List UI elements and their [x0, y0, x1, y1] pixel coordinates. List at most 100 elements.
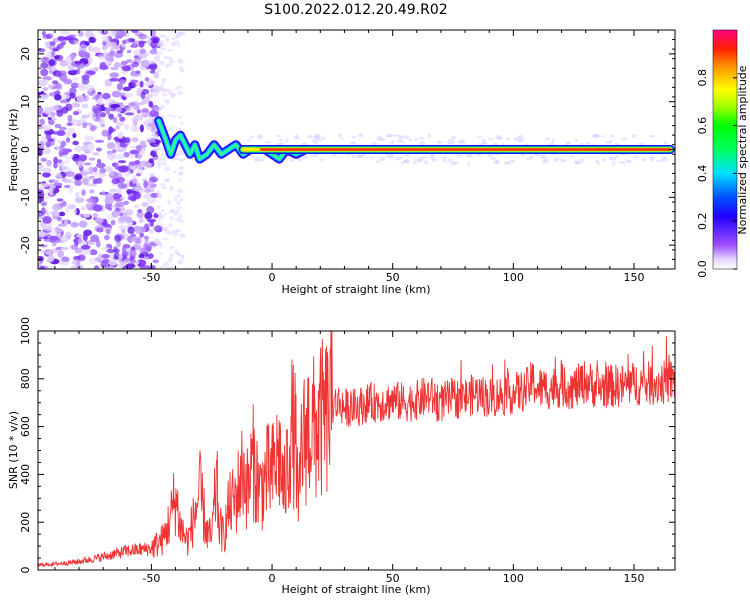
noise-speckle [85, 84, 95, 92]
carrier-halo-speckle [249, 154, 255, 157]
noise-speckle-sparse [156, 205, 161, 209]
noise-speckle [41, 202, 47, 207]
noise-speckle-sparse [177, 188, 184, 194]
noise-speckle [74, 145, 83, 153]
noise-speckle [154, 54, 161, 62]
carrier-halo-speckle [314, 141, 318, 145]
noise-speckle [87, 45, 93, 52]
noise-speckle [107, 152, 117, 160]
noise-speckle [42, 87, 49, 91]
noise-speckle [38, 197, 45, 202]
noise-speckle [138, 40, 145, 48]
noise-speckle [38, 147, 43, 155]
noise-speckle [77, 254, 86, 261]
noise-speckle-sparse [179, 65, 184, 70]
noise-speckle [139, 80, 144, 88]
noise-speckle-sparse [160, 161, 167, 167]
noise-speckle [78, 44, 88, 49]
carrier-halo-speckle [398, 135, 405, 140]
carrier-halo-speckle [292, 136, 300, 140]
noise-speckle-sparse [167, 127, 174, 131]
carrier-halo-speckle [302, 142, 307, 146]
noise-speckle [109, 50, 115, 57]
noise-speckle [38, 141, 45, 149]
noise-speckle [132, 73, 142, 77]
spectrogram-noise-layer [38, 30, 668, 269]
noise-speckle [47, 83, 54, 90]
carrier-halo-speckle [512, 137, 519, 141]
noise-speckle-sparse [165, 266, 171, 269]
carrier-halo-speckle [340, 137, 344, 140]
x-tick-label: -50 [142, 572, 160, 585]
carrier-halo-speckle [404, 160, 410, 164]
noise-speckle [72, 119, 79, 126]
noise-speckle [144, 93, 153, 99]
noise-speckle [148, 228, 155, 234]
noise-speckle [108, 126, 114, 135]
noise-speckle [75, 191, 80, 199]
noise-speckle [98, 253, 103, 260]
noise-speckle [53, 156, 59, 165]
noise-speckle [117, 165, 127, 173]
carrier-halo-speckle [278, 138, 284, 141]
snr-y-axis: 0 200 400 600 800 1000 [19, 317, 675, 574]
noise-speckle [88, 36, 97, 43]
noise-speckle [109, 171, 115, 176]
noise-speckle [40, 62, 48, 69]
carrier-halo-speckle [394, 158, 400, 161]
noise-speckle [55, 175, 63, 180]
noise-speckle [148, 264, 156, 269]
noise-speckle [141, 201, 149, 207]
noise-speckle-sparse [177, 90, 184, 96]
noise-speckle [119, 206, 126, 212]
noise-speckle-sparse [176, 206, 183, 209]
noise-speckle-sparse [171, 229, 175, 233]
noise-speckle [148, 64, 156, 69]
noise-speckle [111, 90, 122, 98]
colorbar-label: Normalized spectral amplitude [736, 65, 749, 234]
noise-speckle [105, 108, 111, 115]
noise-speckle-sparse [178, 31, 186, 36]
carrier-halo-speckle [405, 153, 410, 157]
carrier-halo-speckle [649, 155, 656, 160]
snr-panel: -50 0 50 100 150 0 200 400 600 800 1000 Height of… [7, 317, 676, 596]
noise-speckle [81, 240, 87, 247]
noise-speckle [56, 130, 66, 136]
snr-series [38, 331, 675, 568]
carrier-halo-speckle [481, 138, 486, 143]
x-tick-label: 100 [503, 572, 524, 585]
noise-speckle-sparse [178, 150, 184, 154]
noise-speckle [86, 197, 97, 204]
colorbar-axis: 0.0 0.2 0.4 0.6 0.8 [696, 29, 738, 278]
carrier-halo-speckle [276, 134, 282, 138]
noise-speckle-sparse [169, 186, 174, 192]
noise-speckle [105, 165, 112, 173]
noise-speckle [141, 112, 147, 116]
noise-speckle-sparse [162, 186, 169, 190]
noise-speckle [116, 30, 127, 38]
noise-speckle [48, 58, 57, 67]
noise-speckle [101, 35, 109, 42]
carrier-halo-speckle [600, 135, 605, 138]
noise-speckle-sparse [158, 245, 163, 248]
noise-speckle [60, 93, 70, 100]
carrier-halo-speckle [401, 161, 405, 165]
noise-speckle [134, 260, 140, 265]
noise-speckle [59, 203, 64, 208]
noise-speckle [139, 232, 145, 238]
figure-title: S100.2022.012.20.49.R02 [264, 2, 447, 18]
y-tick-label: 10 [19, 95, 32, 109]
noise-speckle [133, 204, 140, 209]
noise-speckle-sparse [179, 59, 184, 63]
noise-speckle [117, 160, 127, 164]
carrier-halo-speckle [256, 134, 264, 138]
noise-speckle [136, 166, 144, 174]
noise-speckle-sparse [159, 183, 166, 188]
noise-speckle [132, 118, 138, 127]
noise-speckle [57, 216, 62, 222]
carrier-halo-speckle [257, 136, 263, 140]
noise-speckle-sparse [170, 37, 175, 41]
noise-speckle [143, 235, 150, 240]
noise-speckle [40, 157, 47, 162]
noise-speckle-sparse [173, 211, 179, 216]
